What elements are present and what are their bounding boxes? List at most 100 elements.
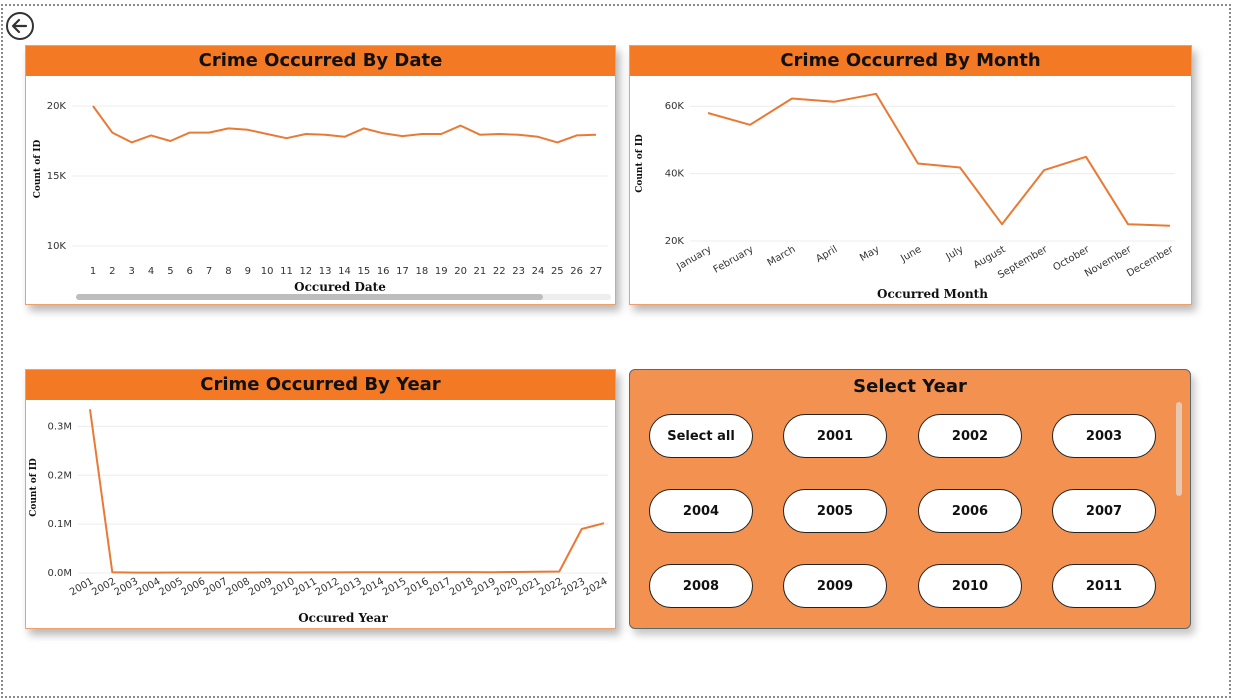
data-point[interactable] [356, 570, 361, 575]
data-point[interactable] [790, 96, 795, 101]
y-tick-label: 0.3M [47, 421, 72, 432]
data-point[interactable] [916, 161, 921, 166]
y-tick-label: 20K [47, 101, 67, 112]
year-button-2002[interactable]: 2002 [918, 414, 1022, 458]
report-canvas-frame [1, 4, 1231, 698]
year-button-2001[interactable]: 2001 [783, 414, 887, 458]
data-point[interactable] [557, 569, 562, 574]
data-point[interactable] [1084, 154, 1089, 159]
data-point[interactable] [555, 140, 560, 145]
data-point[interactable] [439, 132, 444, 137]
data-point[interactable] [323, 132, 328, 137]
year-button-2010[interactable]: 2010 [918, 564, 1022, 608]
data-point[interactable] [342, 134, 347, 139]
year-button-2009[interactable]: 2009 [783, 564, 887, 608]
data-point[interactable] [132, 570, 137, 575]
data-point[interactable] [266, 570, 271, 575]
data-point[interactable] [400, 134, 405, 139]
data-point[interactable] [594, 132, 599, 137]
x-tick-label: 24 [532, 266, 545, 277]
x-tick-label: August [972, 244, 1008, 271]
data-point[interactable] [748, 122, 753, 127]
data-point[interactable] [512, 570, 517, 575]
data-point[interactable] [168, 139, 173, 144]
data-point[interactable] [832, 99, 837, 104]
x-tick-label: February [712, 244, 756, 276]
x-tick-label: 6 [187, 266, 193, 277]
x-tick-label: 4 [148, 266, 154, 277]
data-point[interactable] [419, 132, 424, 137]
data-point[interactable] [602, 521, 607, 526]
data-point[interactable] [1000, 222, 1005, 227]
data-point[interactable] [177, 570, 182, 575]
data-point[interactable] [534, 569, 539, 574]
data-point[interactable] [226, 126, 231, 131]
back-arrow-icon[interactable] [5, 11, 35, 41]
data-point[interactable] [110, 130, 115, 135]
x-tick-label: 22 [493, 266, 506, 277]
x-tick-label: 16 [377, 266, 390, 277]
data-point[interactable] [579, 527, 584, 532]
data-point[interactable] [284, 136, 289, 141]
x-tick-label: 7 [206, 266, 212, 277]
data-point[interactable] [874, 91, 879, 96]
select-all-button[interactable]: Select all [649, 414, 753, 458]
year-button-2006[interactable]: 2006 [918, 489, 1022, 533]
chart-scroll-thumb[interactable] [76, 294, 543, 300]
x-axis-title: Occurred Month [877, 287, 988, 301]
data-point[interactable] [1042, 168, 1047, 173]
data-point[interactable] [187, 130, 192, 135]
data-point[interactable] [1126, 222, 1131, 227]
data-point[interactable] [423, 570, 428, 575]
year-button-2011[interactable]: 2011 [1052, 564, 1156, 608]
data-point[interactable] [706, 110, 711, 115]
data-point[interactable] [381, 131, 386, 136]
data-point[interactable] [958, 165, 963, 170]
x-tick-label: 27 [590, 266, 603, 277]
data-point[interactable] [245, 127, 250, 132]
data-point[interactable] [207, 130, 212, 135]
data-point[interactable] [535, 134, 540, 139]
data-point[interactable] [244, 570, 249, 575]
data-point[interactable] [303, 132, 308, 137]
month-chart-card: Crime Occurred By Month 20K 40K 60K January… [629, 45, 1192, 305]
data-point[interactable] [467, 570, 472, 575]
year-button-2003[interactable]: 2003 [1052, 414, 1156, 458]
year-button-2007[interactable]: 2007 [1052, 489, 1156, 533]
data-point[interactable] [265, 132, 270, 137]
slicer-title: Select Year [853, 376, 967, 397]
data-point[interactable] [445, 570, 450, 575]
data-point[interactable] [516, 132, 521, 137]
data-point[interactable] [477, 132, 482, 137]
year-button-2005[interactable]: 2005 [783, 489, 887, 533]
data-point[interactable] [574, 133, 579, 138]
data-point[interactable] [129, 140, 134, 145]
x-tick-label: 20 [454, 266, 467, 277]
data-point[interactable] [361, 126, 366, 131]
data-point[interactable] [490, 570, 495, 575]
data-point[interactable] [222, 570, 227, 575]
year-button-2008[interactable]: 2008 [649, 564, 753, 608]
data-point[interactable] [91, 104, 96, 109]
slicer-scrollbar[interactable] [1176, 402, 1182, 496]
data-point[interactable] [110, 570, 115, 575]
x-tick-label: 11 [280, 266, 293, 277]
series-line [707, 92, 1171, 227]
data-point[interactable] [149, 133, 154, 138]
data-point[interactable] [378, 570, 383, 575]
data-point[interactable] [1168, 223, 1173, 228]
series-line [92, 105, 597, 144]
data-point[interactable] [88, 407, 93, 412]
year-button-2004[interactable]: 2004 [649, 489, 753, 533]
y-tick-label: 40K [665, 169, 685, 180]
data-point[interactable] [497, 132, 502, 137]
x-tick-label: May [858, 244, 881, 264]
data-point[interactable] [311, 570, 316, 575]
data-point[interactable] [155, 570, 160, 575]
data-point[interactable] [199, 570, 204, 575]
data-point[interactable] [289, 570, 294, 575]
data-point[interactable] [400, 570, 405, 575]
data-point[interactable] [333, 570, 338, 575]
data-point[interactable] [458, 123, 463, 128]
